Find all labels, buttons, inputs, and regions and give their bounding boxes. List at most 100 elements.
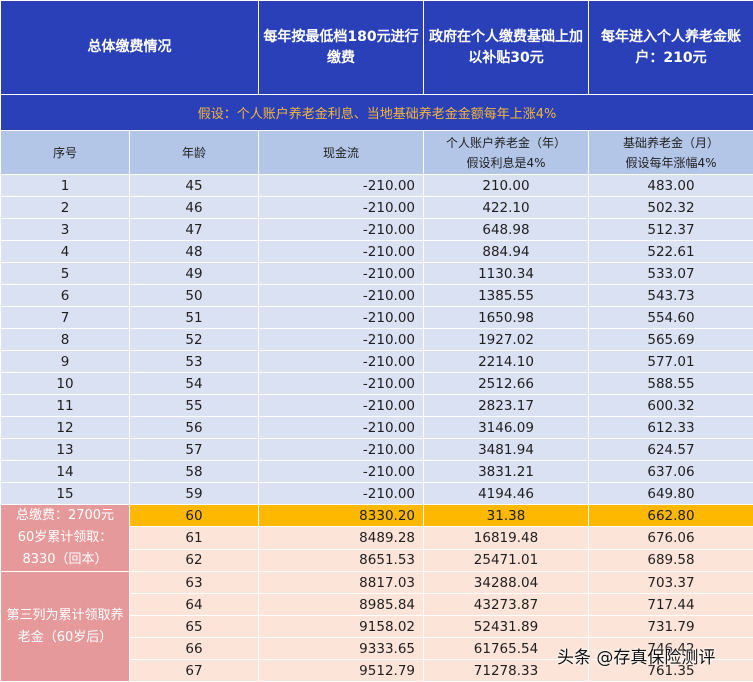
- personal-account-cell: 2512.66: [424, 373, 589, 395]
- age-cell: 59: [130, 483, 259, 505]
- seq-cell: 14: [1, 461, 130, 483]
- age-cell: 64: [130, 594, 259, 616]
- basic-pension-cell: 637.06: [589, 461, 753, 483]
- summary-note-line: 60岁累计领取：: [1, 527, 129, 549]
- seq-cell: 13: [1, 439, 130, 461]
- age-cell: 48: [130, 241, 259, 263]
- age-cell: 52: [130, 329, 259, 351]
- seq-cell: 1: [1, 175, 130, 197]
- assumption-text: 假设：个人账户养老金利息、当地基础养老金金额每年上涨4%: [1, 95, 753, 131]
- personal-account-cell: 52431.89: [424, 616, 589, 638]
- cashflow-cell: 8330.20: [259, 505, 424, 527]
- age-cell: 50: [130, 285, 259, 307]
- basic-pension-cell: 543.73: [589, 285, 753, 307]
- cashflow-cell: -210.00: [259, 285, 424, 307]
- age-cell: 54: [130, 373, 259, 395]
- cashflow-cell: -210.00: [259, 307, 424, 329]
- basic-pension-cell: 676.06: [589, 527, 753, 549]
- personal-account-cell: 648.98: [424, 219, 589, 241]
- age-cell: 55: [130, 395, 259, 417]
- seq-cell: 3: [1, 219, 130, 241]
- age-cell: 51: [130, 307, 259, 329]
- column-header-personal-account: 个人账户养老金（年） 假设利息是4%: [424, 131, 589, 175]
- age-cell: 45: [130, 175, 259, 197]
- age-cell: 60: [130, 505, 259, 527]
- seq-cell: 2: [1, 197, 130, 219]
- age-cell: 67: [130, 660, 259, 682]
- basic-pension-cell: 717.44: [589, 594, 753, 616]
- basic-pension-cell: 522.61: [589, 241, 753, 263]
- personal-account-cell: 16819.48: [424, 527, 589, 549]
- age-cell: 61: [130, 527, 259, 549]
- basic-pension-cell: 533.07: [589, 263, 753, 285]
- cashflow-cell: -210.00: [259, 351, 424, 373]
- column-header-basic-pension: 基础养老金（月） 假设每年涨幅4%: [589, 131, 753, 175]
- personal-account-cell: 1385.55: [424, 285, 589, 307]
- cashflow-cell: -210.00: [259, 197, 424, 219]
- cashflow-cell: 8985.84: [259, 594, 424, 616]
- age-cell: 65: [130, 616, 259, 638]
- seq-cell: 6: [1, 285, 130, 307]
- cashflow-cell: -210.00: [259, 329, 424, 351]
- seq-cell: 10: [1, 373, 130, 395]
- age-cell: 47: [130, 219, 259, 241]
- explanation-note-line: 老金（60岁后）: [1, 627, 129, 649]
- personal-account-cell: 25471.01: [424, 549, 589, 571]
- cashflow-cell: -210.00: [259, 439, 424, 461]
- basic-pension-cell: 554.60: [589, 307, 753, 329]
- summary-note-line: 总缴费：2700元: [1, 505, 129, 527]
- header-government-subsidy: 政府在个人缴费基础上加以补贴30元: [424, 1, 589, 95]
- overall-title: 总体缴费情况: [1, 1, 259, 95]
- age-cell: 49: [130, 263, 259, 285]
- personal-account-cell: 210.00: [424, 175, 589, 197]
- age-cell: 57: [130, 439, 259, 461]
- seq-cell: 12: [1, 417, 130, 439]
- basic-pension-cell: 649.80: [589, 483, 753, 505]
- age-cell: 66: [130, 638, 259, 660]
- basic-pension-cell: 662.80: [589, 505, 753, 527]
- age-cell: 46: [130, 197, 259, 219]
- age-cell: 53: [130, 351, 259, 373]
- personal-account-note: 假设利息是4%: [424, 153, 588, 173]
- cashflow-cell: -210.00: [259, 263, 424, 285]
- column-header-cashflow: 现金流: [259, 131, 424, 175]
- basic-pension-cell: 502.32: [589, 197, 753, 219]
- basic-pension-cell: 512.37: [589, 219, 753, 241]
- basic-pension-cell: 703.37: [589, 572, 753, 594]
- personal-account-cell: 3831.21: [424, 461, 589, 483]
- cashflow-cell: -210.00: [259, 219, 424, 241]
- cashflow-cell: -210.00: [259, 461, 424, 483]
- age-cell: 63: [130, 572, 259, 594]
- personal-account-cell: 2214.10: [424, 351, 589, 373]
- cashflow-cell: 9512.79: [259, 660, 424, 682]
- personal-account-cell: 1927.02: [424, 329, 589, 351]
- basic-pension-cell: 565.69: [589, 329, 753, 351]
- watermark: 头条 @存真保险测评: [557, 643, 715, 668]
- cashflow-cell: 9333.65: [259, 638, 424, 660]
- basic-pension-cell: 624.57: [589, 439, 753, 461]
- personal-account-cell: 3146.09: [424, 417, 589, 439]
- basic-pension-title: 基础养老金（月）: [589, 133, 753, 153]
- basic-pension-cell: 483.00: [589, 175, 753, 197]
- column-header-row: 序号 年龄 现金流 个人账户养老金（年） 假设利息是4% 基础养老金（月） 假设…: [1, 131, 753, 175]
- basic-pension-cell: 577.01: [589, 351, 753, 373]
- basic-pension-cell: 689.58: [589, 549, 753, 571]
- personal-account-cell: 34288.04: [424, 572, 589, 594]
- seq-cell: 4: [1, 241, 130, 263]
- basic-pension-note: 假设每年涨幅4%: [589, 153, 753, 173]
- personal-account-cell: 422.10: [424, 197, 589, 219]
- cashflow-cell: 8489.28: [259, 527, 424, 549]
- personal-account-cell: 43273.87: [424, 594, 589, 616]
